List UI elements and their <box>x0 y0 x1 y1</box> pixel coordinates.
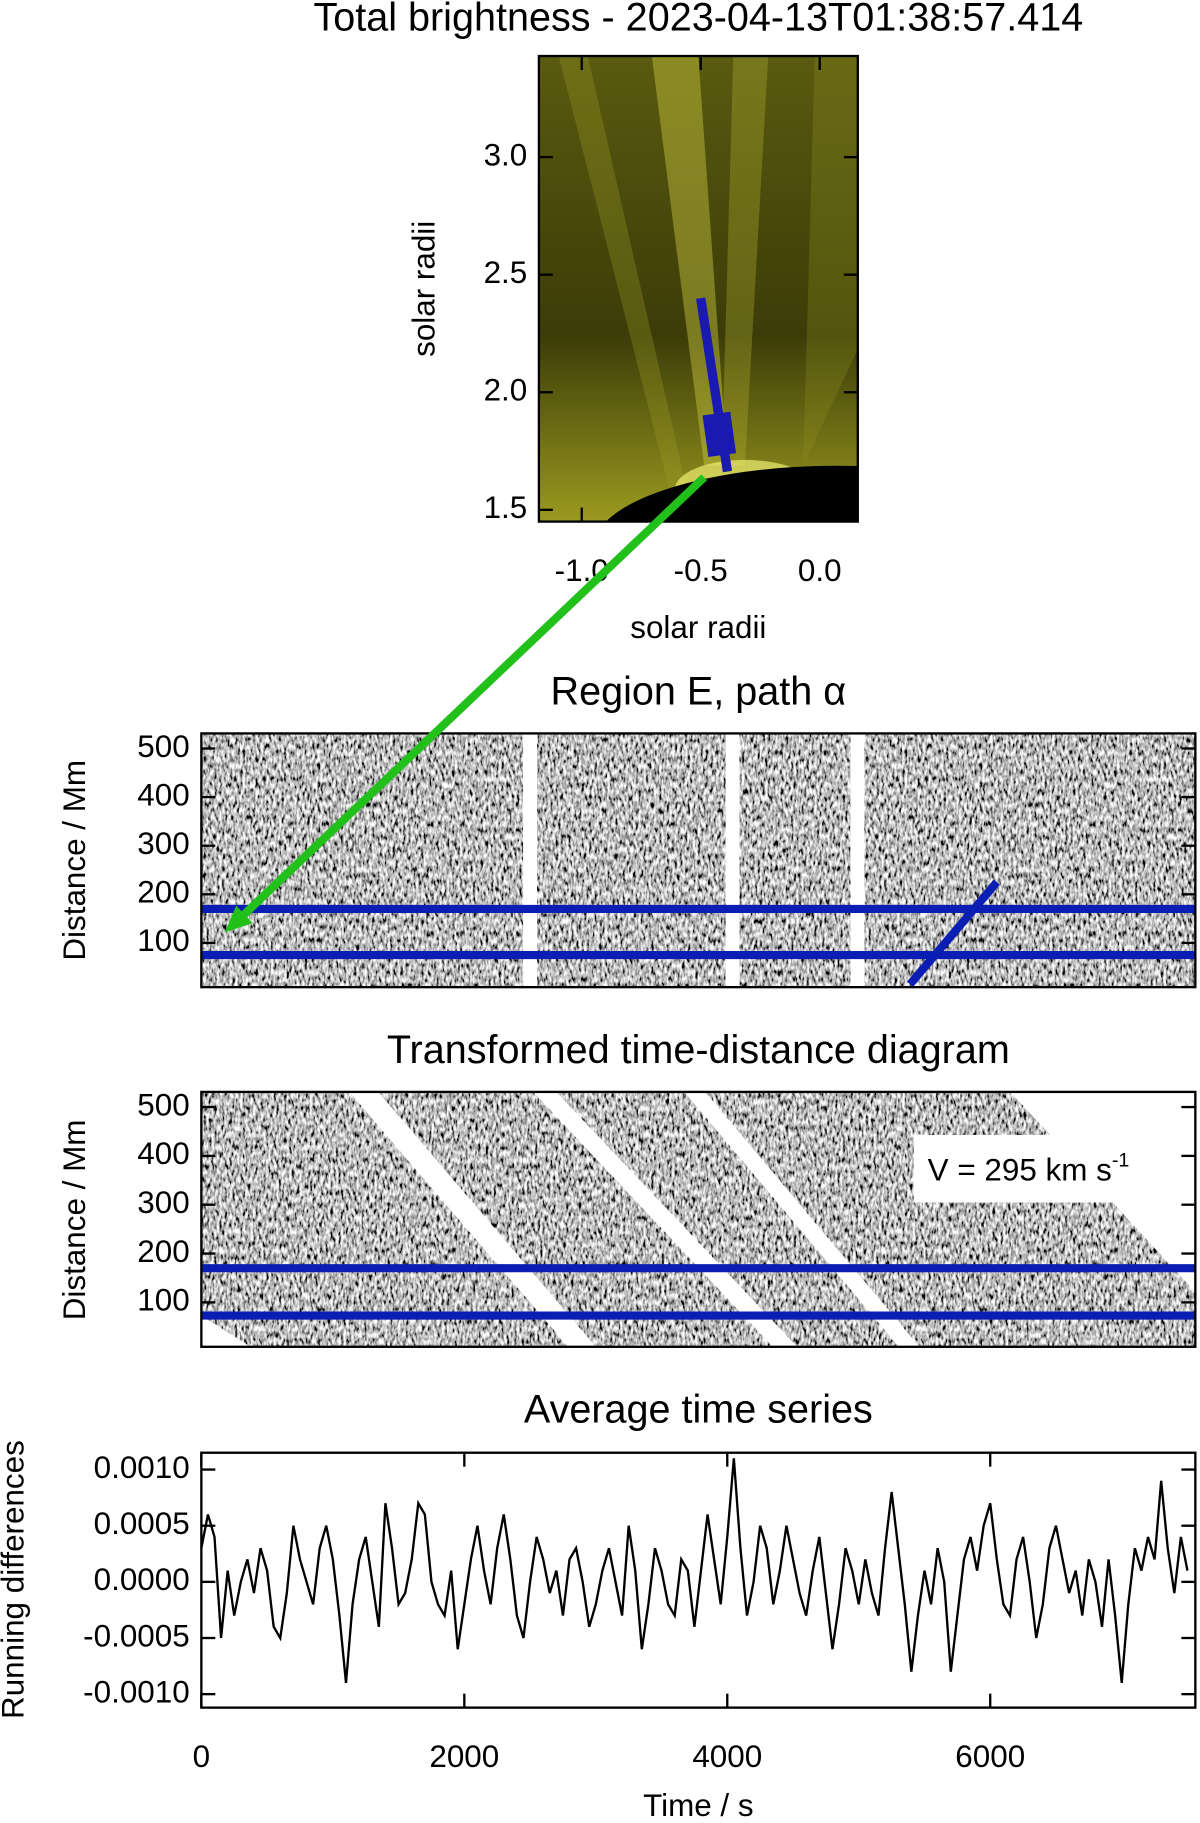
y-tick-label: 0.0010 <box>94 1450 190 1485</box>
transformed-stripes <box>201 1091 1196 1347</box>
heatmap <box>201 733 1196 988</box>
data-gap <box>523 733 538 988</box>
y-tick-label: 0.0005 <box>94 1506 190 1541</box>
x-tick-label: 0 <box>193 1739 210 1774</box>
y-label: Distance / Mm <box>57 1120 92 1321</box>
y-tick-label: 400 <box>137 777 189 812</box>
y-tick-label: 300 <box>137 1185 189 1220</box>
x-tick-label: 6000 <box>955 1739 1025 1774</box>
y-label: Distance / Mm <box>57 760 92 961</box>
plot-frame <box>200 732 1197 989</box>
coronal-image <box>538 56 858 522</box>
annotation-box <box>913 1134 1126 1203</box>
y-label: solar radii <box>406 221 441 357</box>
x-label: Time / s <box>643 1788 754 1823</box>
y-tick-label: 0.0000 <box>94 1562 190 1597</box>
x-tick-label: -0.5 <box>674 553 728 588</box>
y-tick-label: -0.0010 <box>83 1674 190 1709</box>
y-tick-label: 400 <box>137 1136 189 1171</box>
y-tick-label: 500 <box>137 729 189 764</box>
annotation-text: V = 295 km s <box>928 1152 1112 1187</box>
coronal-image-texture <box>558 56 858 522</box>
x-tick-label: 0.0 <box>798 553 842 588</box>
y-label: Running differences <box>0 1440 30 1719</box>
y-tick-label: 2.5 <box>484 255 528 290</box>
plot-frame <box>200 1090 1197 1348</box>
x-label: solar radii <box>630 610 766 645</box>
x-tick-label: 4000 <box>692 1739 762 1774</box>
title: Average time series <box>524 1387 873 1431</box>
title: Region E, path α <box>551 669 847 713</box>
y-tick-label: 200 <box>137 875 189 910</box>
green-arrow <box>224 474 707 933</box>
fit-line <box>906 879 1000 987</box>
annotation-sup: -1 <box>1112 1149 1130 1171</box>
plot-frame <box>537 54 859 523</box>
y-tick-label: 1.5 <box>484 490 528 525</box>
y-tick-label: 100 <box>137 1283 189 1318</box>
y-tick-label: 2.0 <box>484 373 528 408</box>
y-tick-label: 200 <box>137 1234 189 1269</box>
annotation: V = 295 km s-1 <box>928 1149 1130 1187</box>
x-tick-label: 2000 <box>429 1739 499 1774</box>
line-series <box>200 1458 1189 1684</box>
y-tick-label: 500 <box>137 1087 189 1122</box>
y-tick-label: 3.0 <box>484 137 528 172</box>
x-tick-label: -1.0 <box>555 553 609 588</box>
plot-frame <box>200 1451 1197 1709</box>
data-gap <box>850 733 865 988</box>
y-tick-label: 100 <box>137 923 189 958</box>
title: Total brightness - 2023-04-13T01:38:57.4… <box>313 0 1083 39</box>
y-tick-label: -0.0005 <box>83 1618 190 1653</box>
heatmap <box>201 1091 1196 1347</box>
data-gap <box>725 733 740 988</box>
slit-box <box>702 411 737 457</box>
y-tick-label: 300 <box>137 826 189 861</box>
title: Transformed time-distance diagram <box>387 1028 1010 1072</box>
